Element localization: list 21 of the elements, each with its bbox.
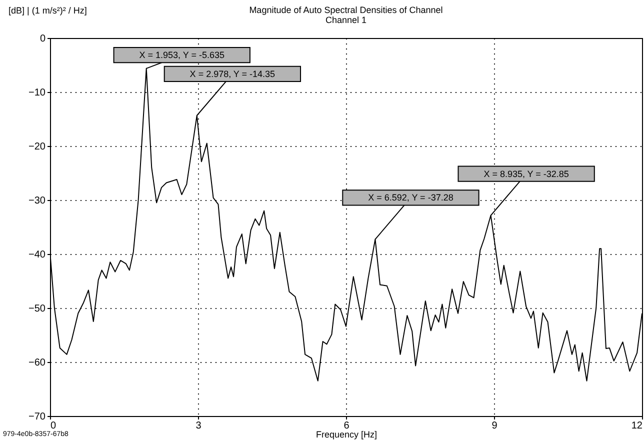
- x-tick-label: 6: [344, 420, 350, 432]
- x-axis-title: Frequency [Hz]: [316, 430, 378, 440]
- annotation: X = 6.592, Y = -37.28: [368, 192, 454, 203]
- y-tick-label: −10: [28, 88, 46, 98]
- annotation: X = 2.978, Y = -14.35: [190, 68, 276, 79]
- x-tick-label: 3: [196, 420, 202, 432]
- y-tick-label: −30: [28, 196, 46, 206]
- chart-title: Magnitude of Auto Spectral Densities of Channel: [249, 5, 443, 15]
- y-tick-label: −60: [28, 358, 46, 368]
- chart-subtitle: Channel 1: [325, 15, 367, 25]
- annotation: X = 8.935, Y = -32.85: [484, 168, 569, 179]
- x-tick-label: 0: [50, 420, 56, 432]
- y-tick-label: 0: [40, 34, 46, 44]
- x-tick-label: 9: [492, 420, 498, 432]
- y-tick-label: −40: [28, 250, 46, 260]
- x-tick-label: 12: [631, 420, 643, 432]
- y-tick-label: −20: [28, 142, 46, 152]
- y-tick-label: −50: [28, 304, 46, 314]
- y-axis-title: [dB] | (1 m/s²)² / Hz]: [8, 6, 87, 16]
- y-tick-label: −70: [28, 412, 46, 422]
- annotation: X = 1.953, Y = -5.635: [139, 50, 224, 60]
